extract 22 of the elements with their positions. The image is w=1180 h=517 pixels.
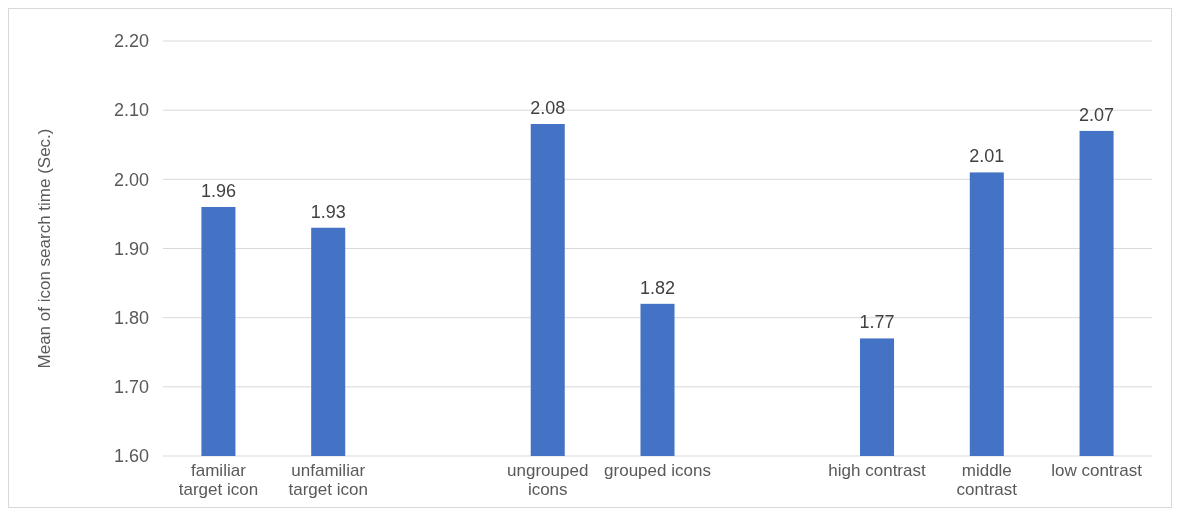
- x-tick-label: high contrast: [828, 461, 926, 480]
- y-tick-label: 2.00: [113, 169, 149, 190]
- data-label: 1.96: [200, 181, 236, 201]
- y-axis-title: Mean of icon search time (Sec.): [35, 128, 54, 369]
- data-label: 1.82: [639, 277, 676, 298]
- x-tick-label: ungrouped icons: [507, 461, 589, 499]
- y-tick-label: 1.70: [113, 377, 149, 398]
- data-label: 2.08: [530, 98, 566, 118]
- x-tick-label: middle contrast: [956, 461, 1018, 499]
- y-tick-label: 1.80: [113, 307, 149, 328]
- x-tick-label: low contrast: [1051, 461, 1143, 480]
- data-label: 2.07: [1079, 104, 1115, 125]
- x-tick-label: familiar target icon: [178, 461, 259, 499]
- y-tick-label: 2.10: [113, 100, 149, 121]
- data-label: 1.93: [310, 201, 346, 222]
- x-tick-label: unfamiliar target icon: [288, 461, 368, 499]
- y-tick-label: 1.90: [113, 238, 149, 259]
- data-label: 2.01: [969, 146, 1005, 167]
- y-tick-label: 1.60: [113, 446, 149, 467]
- x-tick-label: grouped icons: [604, 461, 711, 480]
- y-tick-label: 2.20: [113, 31, 149, 52]
- data-label: 1.77: [859, 312, 895, 333]
